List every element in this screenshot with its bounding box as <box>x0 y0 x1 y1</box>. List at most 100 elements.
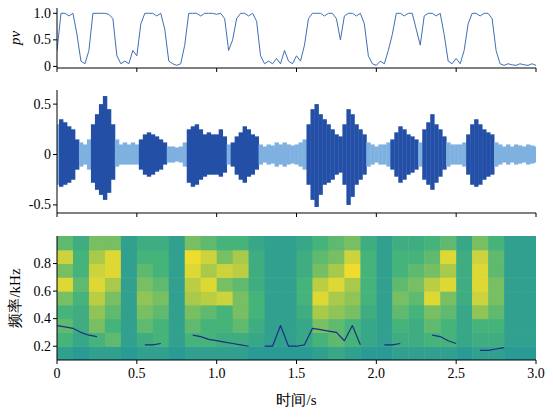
spectrogram-cell <box>105 291 121 305</box>
spectrogram-cell <box>424 250 440 264</box>
spectrogram-cell <box>312 346 328 360</box>
waveform-segment <box>295 144 299 164</box>
spectrogram-cell <box>137 264 153 278</box>
spectrogram-cell <box>472 264 488 278</box>
spectrogram-cell <box>456 291 472 305</box>
spectrogram-cell <box>408 319 424 333</box>
waveform-segment <box>87 139 91 169</box>
y-axis-line <box>57 236 58 360</box>
spectrogram-cell <box>121 346 137 360</box>
spectrogram-cell <box>185 332 201 346</box>
waveform-segment <box>107 109 111 193</box>
spectrogram-cell <box>360 291 376 305</box>
x-tick <box>536 68 537 72</box>
spectrogram-cell <box>392 319 408 333</box>
spectrogram-cell <box>328 250 344 264</box>
waveform-segment <box>402 129 406 179</box>
spectrogram-cell <box>360 250 376 264</box>
spectrogram-cell <box>424 236 440 250</box>
spectrogram-cell <box>440 291 456 305</box>
spectrogram-cell <box>520 346 536 360</box>
spectrogram-cell <box>121 236 137 250</box>
spectrogram-cell <box>73 346 89 360</box>
axes: 00.51.0pv <box>7 6 536 74</box>
waveform-segment <box>334 134 338 174</box>
spectrogram-cell <box>105 319 121 333</box>
spectrogram-cell <box>73 319 89 333</box>
spectrogram-cell <box>249 277 265 291</box>
spectrogram-cell <box>121 277 137 291</box>
spectrogram-cell <box>57 236 73 250</box>
waveform-segment <box>147 132 151 176</box>
spectrogram-cell <box>504 305 520 319</box>
y-tick-label: 1.0 <box>34 6 52 21</box>
waveform-segment <box>450 144 454 164</box>
spectrogram-cell <box>233 236 249 250</box>
spectrogram-cell <box>424 277 440 291</box>
waveform-segment <box>283 142 287 166</box>
spectrogram-cell <box>201 291 217 305</box>
x-tick <box>456 68 457 72</box>
spectrogram-cell <box>153 250 169 264</box>
spectrogram-cell <box>376 277 392 291</box>
spectrogram-cell <box>297 346 313 360</box>
spectrogram-cell <box>392 346 408 360</box>
spectrogram-cell <box>504 291 520 305</box>
waveform-segment <box>123 142 127 164</box>
spectrogram-cell <box>217 319 233 333</box>
waveform-segment <box>287 144 291 164</box>
spectrogram-cell <box>424 305 440 319</box>
x-tick <box>136 213 137 217</box>
waveform-segment <box>215 134 219 174</box>
y-axis-line <box>57 90 58 213</box>
spectrogram-cell <box>153 346 169 360</box>
spectrogram-cell <box>392 236 408 250</box>
spectrogram-cell <box>456 332 472 346</box>
spectrogram-cell <box>217 305 233 319</box>
waveform-segment <box>163 142 167 164</box>
waveform-segment <box>219 129 223 176</box>
waveform-segment <box>526 144 530 164</box>
spectrogram-cell <box>249 264 265 278</box>
spectrogram-cell <box>440 332 456 346</box>
spectrogram-cell <box>137 291 153 305</box>
spectrogram-cell <box>408 291 424 305</box>
spectrogram-cell <box>504 236 520 250</box>
waveform-segment <box>438 129 442 176</box>
waveform-segment <box>406 134 410 174</box>
spectrogram-cell <box>456 346 472 360</box>
waveform-segment <box>386 142 390 166</box>
spectrogram-cell <box>488 277 504 291</box>
spectrogram-cell <box>73 236 89 250</box>
x-tick-label: 0.5 <box>128 366 146 381</box>
x-tick <box>57 360 58 364</box>
waveform-segment <box>530 145 534 163</box>
spectrogram-cell <box>424 319 440 333</box>
spectrogram-cell <box>57 346 73 360</box>
spectrogram-cell <box>424 346 440 360</box>
spectrogram-cell <box>217 332 233 346</box>
waveform-segment <box>534 146 536 162</box>
spectrogram-cell <box>217 264 233 278</box>
spectrogram-cell <box>328 346 344 360</box>
spectrogram-cell <box>456 319 472 333</box>
spectrogram-cell <box>233 319 249 333</box>
waveform-segment <box>318 114 322 195</box>
waveform-segment <box>326 124 330 182</box>
y-tick-label: 0.2 <box>34 339 52 354</box>
spectrogram-cell <box>185 291 201 305</box>
spectrogram-cell <box>89 346 105 360</box>
spectrogram-cell <box>392 277 408 291</box>
spectrogram-cell <box>249 346 265 360</box>
plot-area <box>57 13 536 65</box>
waveform-segment <box>91 124 95 182</box>
spectrogram-cell <box>105 250 121 264</box>
waveform-segment <box>314 104 318 207</box>
waveform-segment <box>470 124 474 184</box>
waveform-segment <box>203 134 207 176</box>
spectrogram-cell <box>73 305 89 319</box>
spectrogram-cell <box>456 305 472 319</box>
spectrogram-cell <box>217 236 233 250</box>
spectrogram-cell <box>472 319 488 333</box>
spectrogram-cell <box>265 264 281 278</box>
